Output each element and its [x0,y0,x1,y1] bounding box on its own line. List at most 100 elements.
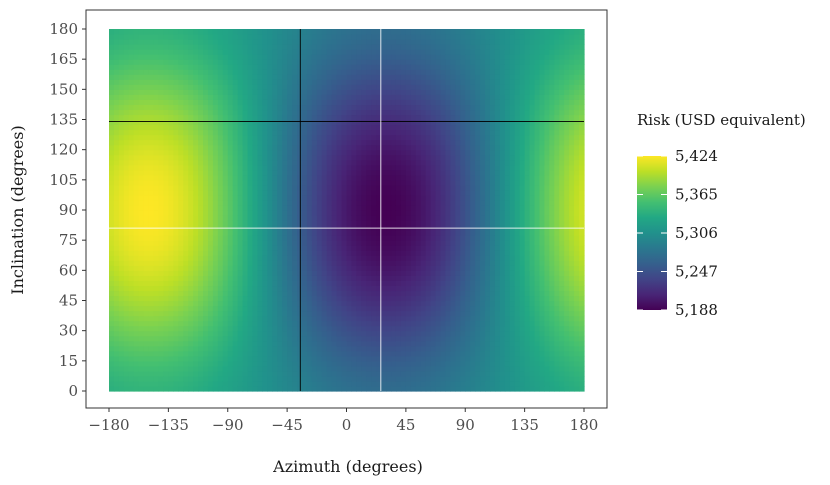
heatmap-cell [297,350,303,357]
heatmap-cell [143,245,150,251]
heatmap-cell [425,340,432,347]
heatmap-cell [183,39,189,45]
heatmap-cell [109,149,115,156]
heatmap-cell [326,139,333,146]
heatmap-cell [326,270,333,276]
heatmap-cell [297,204,303,211]
heatmap-cell [217,230,224,236]
heatmap-cell [361,360,367,367]
heatmap-cell [316,149,323,156]
heatmap-cell [188,179,194,186]
heatmap-cell [425,285,432,292]
heatmap-cell [336,139,343,146]
heatmap-cell [118,375,125,382]
heatmap-cell [252,124,259,131]
heatmap-cell [148,380,155,387]
heatmap-cell [257,270,263,276]
heatmap-cell [252,240,259,246]
heatmap-cell [118,350,125,357]
heatmap-cell [133,204,140,211]
heatmap-cell [440,179,447,186]
heatmap-cell [247,104,254,111]
heatmap-cell [212,240,219,246]
heatmap-cell [267,179,273,186]
heatmap-cell [430,385,437,392]
heatmap-cell [405,139,412,146]
heatmap-cell [128,300,135,307]
heatmap-cell [356,285,362,292]
heatmap-cell [371,34,377,40]
heatmap-cell [316,315,323,322]
heatmap-cell [326,169,333,176]
heatmap-cell [321,310,328,317]
heatmap-cell [207,99,214,106]
heatmap-cell [158,380,165,387]
heatmap-cell [207,129,214,136]
heatmap-cell [366,204,372,211]
heatmap-cell [148,250,155,256]
heatmap-cell [207,270,214,276]
heatmap-cell [287,365,293,372]
heatmap-cell [351,194,357,201]
heatmap-cell [222,370,229,377]
heatmap-cell [400,255,407,261]
heatmap-cell [381,220,387,226]
heatmap-cell [351,315,357,322]
heatmap-cell [326,215,333,221]
heatmap-cell [173,204,179,211]
heatmap-cell [356,340,362,347]
heatmap-cell [356,199,362,206]
heatmap-cell [395,49,402,55]
heatmap-cell [237,89,244,95]
heatmap-cell [198,129,204,136]
heatmap-cell [173,94,179,100]
heatmap-cell [123,34,130,40]
heatmap-cell [198,64,204,70]
heatmap-cell [168,84,174,90]
heatmap-cell [207,385,214,392]
heatmap-cell [445,345,452,352]
heatmap-cell [247,240,254,246]
heatmap-cell [109,245,115,251]
heatmap-cell [420,245,427,251]
heatmap-cell [430,245,437,251]
heatmap-cell [351,164,357,171]
heatmap-cell [381,134,387,141]
heatmap-cell [356,235,362,241]
heatmap-cell [128,245,135,251]
heatmap-cell [331,230,338,236]
heatmap-cell [435,350,442,357]
heatmap-cell [331,59,338,65]
heatmap-cell [148,240,155,246]
heatmap-cell [247,280,254,287]
heatmap-cell [435,194,442,201]
heatmap-cell [227,104,234,111]
heatmap-cell [420,230,427,236]
heatmap-cell [366,240,372,246]
heatmap-cell [415,164,422,171]
heatmap-cell [410,184,417,191]
heatmap-cell [123,375,130,382]
heatmap-cell [232,159,239,166]
heatmap-cell [123,159,130,166]
heatmap-cell [326,210,333,216]
heatmap-cell [366,255,372,261]
heatmap-cell [311,300,318,307]
heatmap-cell [376,59,382,65]
heatmap-cell [173,345,179,352]
heatmap-cell [361,325,367,332]
heatmap-cell [123,149,130,156]
heatmap-cell [395,370,402,377]
heatmap-cell [420,134,427,141]
heatmap-cell [371,124,377,131]
heatmap-cell [168,250,174,256]
heatmap-cell [391,64,397,70]
heatmap-cell [405,49,412,55]
heatmap-cell [173,360,179,367]
heatmap-cell [395,129,402,136]
heatmap-cell [252,220,259,226]
heatmap-cell [138,39,145,45]
heatmap-cell [366,59,372,65]
heatmap-cell [277,124,283,131]
heatmap-cell [257,179,263,186]
